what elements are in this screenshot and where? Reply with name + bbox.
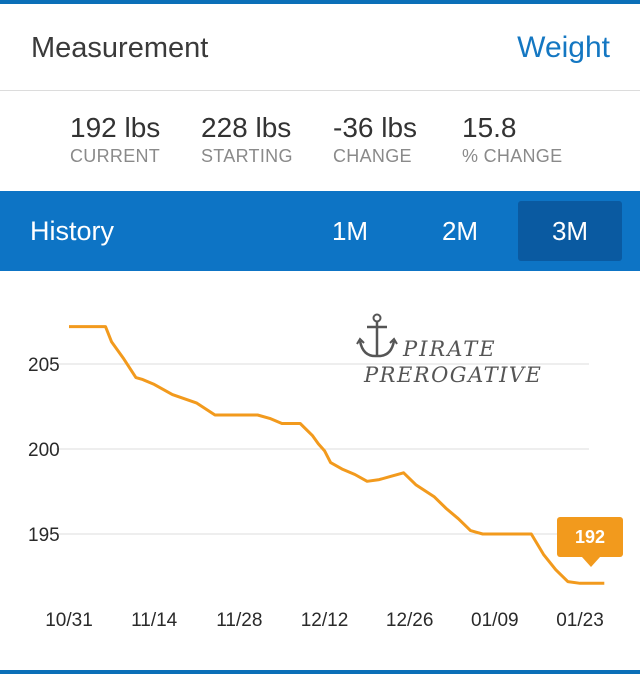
x-tick-label: 12/12 <box>301 610 349 631</box>
weight-link[interactable]: Weight <box>517 31 610 64</box>
stat-current: 192 lbs CURRENT <box>70 111 160 167</box>
stat-value: 228 lbs <box>201 112 292 143</box>
stats-row: 192 lbs CURRENT 228 lbs STARTING -36 lbs… <box>0 91 640 191</box>
header: Measurement Weight <box>0 4 640 91</box>
anchor-icon <box>356 313 398 358</box>
x-tick-label: 12/26 <box>386 610 434 631</box>
stat-label: CURRENT <box>70 146 161 166</box>
stat-value: 15.8 <box>462 112 517 143</box>
top-accent-strip <box>0 0 640 4</box>
stat-percent-change: 15.8 % CHANGE <box>462 111 562 167</box>
tooltip-pointer <box>582 557 600 567</box>
stat-value: 192 lbs <box>70 112 161 143</box>
tab-3m[interactable]: 3M <box>518 201 622 261</box>
weight-series-line <box>69 325 605 585</box>
stat-value: -36 lbs <box>333 112 418 143</box>
stat-change: -36 lbs CHANGE <box>333 111 417 167</box>
y-tick-label: 200 <box>28 440 60 461</box>
tab-1m[interactable]: 1M <box>331 215 369 246</box>
x-tick-label: 01/23 <box>556 610 604 631</box>
stat-label: % CHANGE <box>462 146 563 166</box>
chart-svg: 195 200 205 10/31 11/14 11/28 12/12 12/26 01/09 0… <box>28 325 605 631</box>
page-title: Measurement <box>31 32 209 64</box>
stat-starting: 228 lbs STARTING <box>201 111 293 167</box>
watermark-line2: PREROGATIVE <box>364 363 543 387</box>
x-tick-label: 01/09 <box>471 610 519 631</box>
value-tooltip: 192 <box>557 517 623 557</box>
x-tick-label: 10/31 <box>45 610 93 631</box>
y-tick-label: 205 <box>28 355 60 376</box>
x-tick-label: 11/14 <box>131 610 178 631</box>
stat-label: STARTING <box>201 146 293 166</box>
tab-2m[interactable]: 2M <box>441 215 479 246</box>
x-tick-label: 11/28 <box>216 610 262 631</box>
history-bar: History 1M 2M 3M <box>0 191 640 271</box>
stat-label: CHANGE <box>333 146 412 166</box>
bottom-accent-strip <box>0 670 640 674</box>
weight-chart: 195 200 205 10/31 11/14 11/28 12/12 12/26 01/09 0… <box>0 271 640 670</box>
history-label: History <box>30 216 115 246</box>
watermark: PIRATE PREROGATIVE <box>355 313 565 393</box>
y-tick-label: 195 <box>28 525 60 546</box>
watermark-line1: PIRATE <box>403 337 497 361</box>
